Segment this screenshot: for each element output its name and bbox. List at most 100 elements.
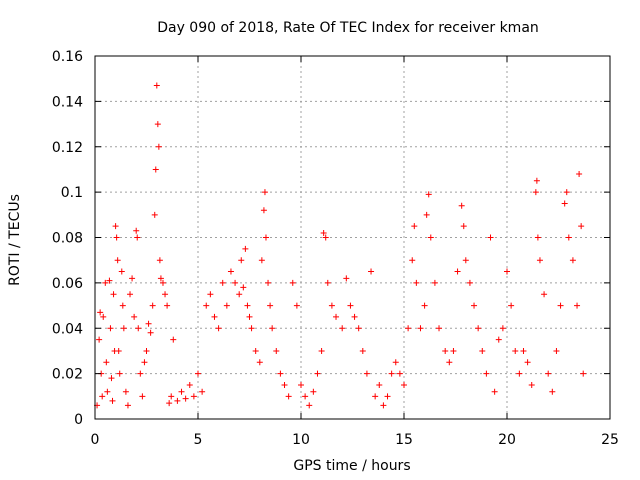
data-point [446,359,453,366]
data-point [207,291,214,298]
data-point [97,309,104,316]
data-point [186,381,193,388]
data-point [293,302,300,309]
x-axis-label: GPS time / hours [293,458,410,474]
data-point [223,302,230,309]
grid-lines [95,56,610,419]
data-point [533,177,540,184]
data-points [94,82,587,409]
data-point [524,359,531,366]
data-point [328,302,335,309]
data-point [322,234,329,241]
data-point [131,313,138,320]
data-point [318,347,325,354]
data-point [351,313,358,320]
data-point [475,325,482,332]
data-point [143,347,150,354]
data-point [545,370,552,377]
data-point [388,370,395,377]
data-point [102,279,109,286]
y-axis-label: ROTI / TECUs [7,194,23,286]
data-point [462,257,469,264]
data-point [298,381,304,388]
data-point [248,325,255,332]
data-point [574,302,581,309]
data-point [347,302,354,309]
data-point [155,143,162,150]
x-tick-label: 25 [601,432,619,448]
data-point [265,279,272,286]
data-point [182,395,189,402]
data-point [151,211,158,218]
data-point [106,277,113,284]
data-point [516,370,523,377]
data-point [115,347,122,354]
data-point [238,257,245,264]
data-point [320,229,327,236]
data-point [557,302,564,309]
data-point [578,223,585,230]
data-point [116,370,123,377]
data-point [246,313,253,320]
data-point [227,268,234,275]
y-tick-label: 0.04 [52,321,83,337]
data-point [145,320,152,327]
data-point [96,336,103,343]
data-point [162,291,169,298]
data-point [277,370,284,377]
data-point [549,388,556,395]
data-point [576,170,583,177]
data-point [103,359,110,366]
data-point [149,302,156,309]
data-point [99,393,106,400]
data-point [520,347,527,354]
y-tick-label: 0.08 [52,231,83,247]
data-point [147,329,154,336]
data-point [310,388,317,395]
data-point [199,388,206,395]
data-point [314,370,321,377]
data-point [285,393,292,400]
data-point [339,325,346,332]
data-point [376,381,383,388]
data-point [110,291,117,298]
data-point [159,279,166,286]
data-point [359,347,366,354]
y-tick-label: 0 [74,412,83,428]
data-point [242,245,249,252]
data-point [528,381,535,388]
data-point [273,347,280,354]
data-point [302,393,309,400]
data-point [153,82,160,89]
y-tick-label: 0.02 [52,367,83,383]
chart-title: Day 090 of 2018, Rate Of TEC Index for r… [157,20,539,36]
data-point [413,279,420,286]
data-point [236,291,243,298]
data-point [127,291,134,298]
data-point [154,121,161,128]
data-point [363,370,370,377]
data-point [203,302,210,309]
data-point [442,347,449,354]
y-tick-label: 0.12 [52,140,83,156]
data-point [355,325,362,332]
data-point [119,302,126,309]
data-point [267,302,274,309]
data-point [133,227,140,234]
data-point [112,223,119,230]
x-tick-label: 5 [194,432,203,448]
axes: 0 5 10 15 20 25 0 0.02 0.04 0.06 0.08 0.1 0.12 0.14 0.… [52,49,619,448]
data-point [108,375,115,382]
x-tick-label: 15 [395,432,413,448]
data-point [380,402,387,409]
data-point [152,166,159,173]
data-point [114,257,121,264]
data-point [306,402,313,409]
data-point [425,191,432,198]
data-point [396,370,403,377]
data-point [289,279,296,286]
x-tick-label: 20 [498,432,516,448]
data-point [260,207,267,214]
data-point [262,234,269,241]
data-point [436,325,443,332]
